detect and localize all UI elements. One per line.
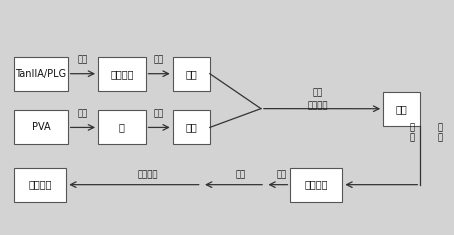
Bar xyxy=(14,110,68,144)
Text: 微球粉末: 微球粉末 xyxy=(29,180,52,190)
Text: 挥: 挥 xyxy=(410,124,415,133)
Text: 搅: 搅 xyxy=(437,124,442,133)
Bar xyxy=(291,168,342,202)
Text: 拌: 拌 xyxy=(437,133,442,142)
Text: 二氯甲烷: 二氯甲烷 xyxy=(110,69,133,79)
Text: 油相: 油相 xyxy=(185,69,197,79)
Text: 水相: 水相 xyxy=(185,122,197,133)
Text: 形成: 形成 xyxy=(154,56,164,65)
Bar xyxy=(14,168,66,202)
Text: 微球固化: 微球固化 xyxy=(305,180,328,190)
Text: 水: 水 xyxy=(119,122,125,133)
Text: 高速搅拌: 高速搅拌 xyxy=(307,101,328,110)
Bar xyxy=(14,57,68,91)
Bar xyxy=(98,57,146,91)
Text: PVA: PVA xyxy=(32,122,50,133)
Text: 初乳: 初乳 xyxy=(396,104,408,114)
Text: 形成: 形成 xyxy=(154,110,164,118)
Text: 洗涤: 洗涤 xyxy=(236,170,246,179)
Text: 分离: 分离 xyxy=(276,170,286,179)
Text: 溶于: 溶于 xyxy=(78,110,88,118)
Bar xyxy=(98,110,146,144)
Bar xyxy=(173,57,210,91)
Text: 溶于: 溶于 xyxy=(78,56,88,65)
Text: 混合: 混合 xyxy=(312,88,323,98)
Bar xyxy=(173,110,210,144)
Bar xyxy=(383,92,420,126)
Text: 减压干燥: 减压干燥 xyxy=(138,170,158,179)
Text: TanIIA/PLG: TanIIA/PLG xyxy=(15,69,67,79)
Text: 发: 发 xyxy=(410,133,415,142)
